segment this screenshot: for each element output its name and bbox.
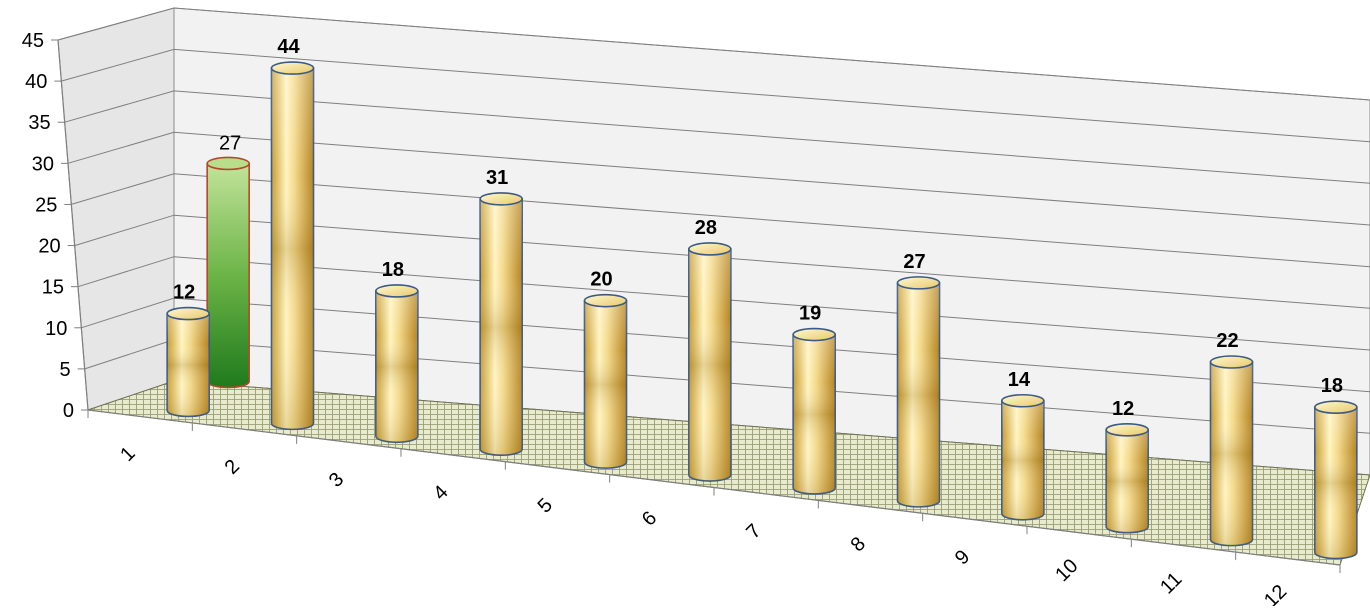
primary-bar	[688, 242, 732, 482]
primary-data-label: 44	[277, 36, 300, 58]
primary-bar	[792, 327, 836, 495]
x-tick-label: 9	[951, 546, 974, 569]
y-tick-label: 35	[28, 112, 50, 134]
primary-bar-shade	[375, 290, 418, 443]
primary-bar	[375, 284, 419, 444]
side-wall	[57, 7, 175, 411]
primary-data-label: 12	[173, 282, 195, 304]
primary-bar	[270, 61, 315, 431]
primary-bar-top	[375, 284, 419, 298]
primary-data-label: 31	[486, 167, 508, 189]
data-labels: 27 12 44 18 31 20 28 19 27 14 12 22 18	[173, 36, 1343, 420]
gridline	[77, 256, 1370, 351]
primary-bar-shade	[1106, 429, 1149, 533]
x-tick-label: 11	[1156, 568, 1186, 598]
y-tick-label: 5	[60, 359, 71, 381]
primary-data-label: 19	[799, 303, 821, 325]
primary-bar-shade	[584, 300, 627, 469]
y-tick-label: 25	[35, 194, 57, 216]
y-tick-label: 20	[38, 236, 60, 258]
secondary-bar	[206, 156, 250, 389]
primary-bar	[1209, 355, 1254, 547]
primary-bar-top	[270, 61, 315, 75]
gridline	[81, 297, 1370, 393]
primary-bar-top	[479, 192, 523, 206]
y-tick-label: 0	[63, 400, 74, 422]
gridline	[71, 173, 1370, 268]
primary-data-label: 27	[903, 251, 925, 273]
gridline	[61, 48, 1370, 143]
primary-bar-top	[792, 327, 836, 342]
primary-bar-top	[896, 276, 941, 290]
primary-bar-top	[583, 293, 628, 308]
chart-walls	[57, 7, 1370, 476]
primary-bar-top	[166, 306, 210, 321]
primary-bar-top	[1314, 400, 1358, 415]
x-tick-label: 1	[116, 443, 139, 466]
gridline	[57, 7, 1370, 101]
secondary-bar-top	[206, 156, 250, 171]
primary-bar-shade	[688, 248, 731, 482]
x-tick-label: 4	[429, 481, 452, 504]
y-tick-label: 15	[42, 277, 64, 299]
x-tick-label: 3	[325, 468, 348, 491]
gridline	[67, 131, 1370, 226]
x-tick-label: 8	[847, 533, 870, 556]
gridline	[74, 214, 1370, 309]
primary-bar	[479, 192, 523, 457]
primary-bar-shade	[897, 282, 940, 507]
primary-bar	[583, 293, 628, 469]
primary-data-label: 14	[1008, 369, 1031, 391]
primary-data-label: 28	[695, 217, 717, 239]
primary-bar-top	[1001, 393, 1045, 408]
primary-data-label: 18	[1321, 375, 1343, 397]
primary-bar-shade	[167, 313, 210, 417]
primary-bar-shade	[271, 68, 314, 430]
x-tick-label: 12	[1260, 581, 1291, 606]
primary-bar	[1314, 400, 1358, 560]
primary-bar-shade	[480, 198, 523, 456]
primary-bar-shade	[1001, 400, 1044, 520]
primary-bar	[166, 306, 210, 418]
axes	[51, 39, 1341, 573]
bars	[166, 61, 1358, 560]
y-tick-label: 10	[45, 318, 67, 340]
x-tick-label: 5	[534, 494, 557, 517]
primary-data-label: 22	[1216, 330, 1238, 352]
x-tick-label: 2	[221, 455, 244, 478]
primary-bar-shade	[1314, 407, 1357, 559]
primary-bar-shade	[1210, 361, 1253, 546]
y-axis-tick-labels: 0 5 10 15 20 25 30 35 40 45	[22, 30, 74, 422]
x-tick-label: 10	[1051, 555, 1082, 586]
y-tick-label: 40	[25, 71, 47, 93]
x-tick-label: 6	[638, 507, 661, 530]
secondary-data-label: 27	[219, 132, 241, 154]
primary-data-label: 20	[590, 269, 612, 291]
primary-data-label: 18	[382, 259, 404, 281]
primary-bar-top	[688, 242, 732, 256]
primary-bar	[1105, 423, 1149, 534]
primary-data-label: 12	[1112, 398, 1134, 420]
gridline	[64, 90, 1370, 184]
primary-bar	[1001, 393, 1045, 521]
y-axis-line	[57, 39, 89, 411]
y-tick-label: 45	[22, 30, 44, 52]
primary-bar-shade	[793, 334, 836, 494]
secondary-bar-body	[206, 162, 250, 389]
x-tick-label: 7	[742, 520, 765, 543]
primary-bar-top	[1209, 355, 1254, 369]
primary-bar	[896, 276, 941, 508]
primary-bar-top	[1105, 423, 1149, 437]
y-tick-label: 30	[32, 153, 54, 175]
